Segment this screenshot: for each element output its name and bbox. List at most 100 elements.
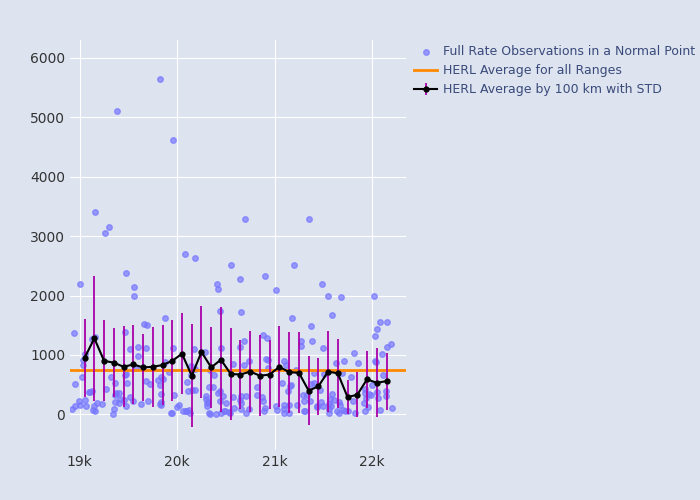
Full Rate Observations in a Normal Point (204, 366, 216, 374)
Full Rate Observations in a Normal Point (190, 386, 201, 394)
Full Rate Observations in a Normal Point (317, 344, 328, 352)
Full Rate Observations in a Normal Point (186, 362, 197, 370)
Full Rate Observations in a Normal Point (386, 404, 398, 412)
Full Rate Observations in a Normal Point (141, 377, 152, 385)
Full Rate Observations in a Normal Point (312, 404, 323, 411)
Full Rate Observations in a Normal Point (290, 366, 302, 374)
Full Rate Observations in a Normal Point (183, 387, 194, 395)
Full Rate Observations in a Normal Point (377, 372, 388, 380)
Full Rate Observations in a Normal Point (90, 407, 101, 415)
Full Rate Observations in a Normal Point (349, 410, 360, 418)
Full Rate Observations in a Normal Point (211, 410, 222, 418)
Full Rate Observations in a Normal Point (110, 392, 121, 400)
Full Rate Observations in a Normal Point (323, 400, 335, 408)
Full Rate Observations in a Normal Point (108, 405, 120, 413)
Full Rate Observations in a Normal Point (113, 399, 125, 407)
Full Rate Observations in a Normal Point (159, 358, 170, 366)
Full Rate Observations in a Normal Point (316, 280, 328, 287)
Full Rate Observations in a Normal Point (171, 403, 182, 411)
Full Rate Observations in a Normal Point (83, 388, 94, 396)
Full Rate Observations in a Normal Point (369, 357, 380, 365)
Legend: Full Rate Observations in a Normal Point, HERL Average for all Ranges, HERL Aver: Full Rate Observations in a Normal Point… (410, 40, 700, 102)
Full Rate Observations in a Normal Point (115, 395, 126, 403)
Full Rate Observations in a Normal Point (155, 373, 167, 381)
Point (303, 215, 314, 223)
Full Rate Observations in a Normal Point (263, 356, 274, 364)
Full Rate Observations in a Normal Point (84, 388, 95, 396)
Full Rate Observations in a Normal Point (218, 407, 230, 415)
Full Rate Observations in a Normal Point (381, 387, 392, 395)
Full Rate Observations in a Normal Point (241, 409, 252, 417)
Full Rate Observations in a Normal Point (209, 371, 220, 379)
Full Rate Observations in a Normal Point (234, 396, 246, 404)
Full Rate Observations in a Normal Point (364, 390, 375, 398)
Full Rate Observations in a Normal Point (385, 340, 396, 348)
Full Rate Observations in a Normal Point (279, 357, 290, 365)
Full Rate Observations in a Normal Point (109, 398, 120, 406)
Full Rate Observations in a Normal Point (312, 402, 323, 410)
Full Rate Observations in a Normal Point (309, 380, 320, 388)
Full Rate Observations in a Normal Point (166, 408, 177, 416)
Full Rate Observations in a Normal Point (109, 380, 120, 388)
Point (167, 136, 178, 144)
Full Rate Observations in a Normal Point (121, 370, 132, 378)
Full Rate Observations in a Normal Point (240, 392, 251, 400)
Full Rate Observations in a Normal Point (96, 400, 107, 408)
Full Rate Observations in a Normal Point (282, 387, 293, 395)
Full Rate Observations in a Normal Point (212, 280, 223, 287)
Full Rate Observations in a Normal Point (177, 406, 188, 414)
Full Rate Observations in a Normal Point (121, 378, 132, 386)
Full Rate Observations in a Normal Point (105, 373, 116, 381)
Full Rate Observations in a Normal Point (120, 328, 131, 336)
Full Rate Observations in a Normal Point (118, 396, 130, 404)
Full Rate Observations in a Normal Point (257, 392, 268, 400)
Full Rate Observations in a Normal Point (348, 397, 359, 405)
Full Rate Observations in a Normal Point (262, 364, 274, 372)
Full Rate Observations in a Normal Point (330, 359, 342, 367)
Full Rate Observations in a Normal Point (204, 408, 215, 416)
Full Rate Observations in a Normal Point (142, 397, 153, 405)
Full Rate Observations in a Normal Point (374, 318, 386, 326)
Full Rate Observations in a Normal Point (300, 408, 311, 416)
Full Rate Observations in a Normal Point (283, 409, 294, 417)
Full Rate Observations in a Normal Point (372, 394, 384, 402)
Full Rate Observations in a Normal Point (346, 374, 357, 382)
Full Rate Observations in a Normal Point (314, 386, 326, 394)
Full Rate Observations in a Normal Point (359, 407, 370, 415)
Point (179, 250, 190, 258)
Full Rate Observations in a Normal Point (80, 402, 92, 409)
Full Rate Observations in a Normal Point (200, 392, 211, 400)
Full Rate Observations in a Normal Point (374, 406, 386, 414)
Full Rate Observations in a Normal Point (208, 384, 219, 392)
Full Rate Observations in a Normal Point (204, 410, 215, 418)
Full Rate Observations in a Normal Point (382, 343, 393, 351)
Full Rate Observations in a Normal Point (120, 402, 132, 410)
Full Rate Observations in a Normal Point (243, 356, 254, 364)
Full Rate Observations in a Normal Point (223, 408, 235, 416)
Full Rate Observations in a Normal Point (370, 358, 382, 366)
Full Rate Observations in a Normal Point (217, 392, 228, 400)
Full Rate Observations in a Normal Point (201, 402, 212, 410)
Point (104, 223, 115, 231)
Full Rate Observations in a Normal Point (220, 408, 231, 416)
Full Rate Observations in a Normal Point (132, 344, 144, 351)
Full Rate Observations in a Normal Point (88, 406, 99, 413)
Full Rate Observations in a Normal Point (69, 402, 80, 410)
Point (111, 108, 122, 116)
Full Rate Observations in a Normal Point (87, 388, 98, 396)
Full Rate Observations in a Normal Point (305, 380, 316, 388)
Full Rate Observations in a Normal Point (307, 337, 318, 345)
Full Rate Observations in a Normal Point (125, 394, 136, 402)
Full Rate Observations in a Normal Point (238, 338, 249, 345)
Full Rate Observations in a Normal Point (323, 406, 335, 413)
Full Rate Observations in a Normal Point (166, 409, 177, 417)
Full Rate Observations in a Normal Point (318, 370, 330, 378)
Full Rate Observations in a Normal Point (258, 407, 270, 415)
Full Rate Observations in a Normal Point (291, 401, 302, 409)
Full Rate Observations in a Normal Point (315, 398, 326, 406)
Full Rate Observations in a Normal Point (214, 306, 225, 314)
Full Rate Observations in a Normal Point (74, 402, 85, 409)
Full Rate Observations in a Normal Point (298, 407, 309, 415)
Full Rate Observations in a Normal Point (79, 396, 90, 404)
Full Rate Observations in a Normal Point (260, 354, 271, 362)
